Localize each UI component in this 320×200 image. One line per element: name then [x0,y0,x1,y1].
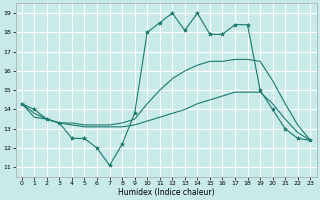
X-axis label: Humidex (Indice chaleur): Humidex (Indice chaleur) [118,188,214,197]
